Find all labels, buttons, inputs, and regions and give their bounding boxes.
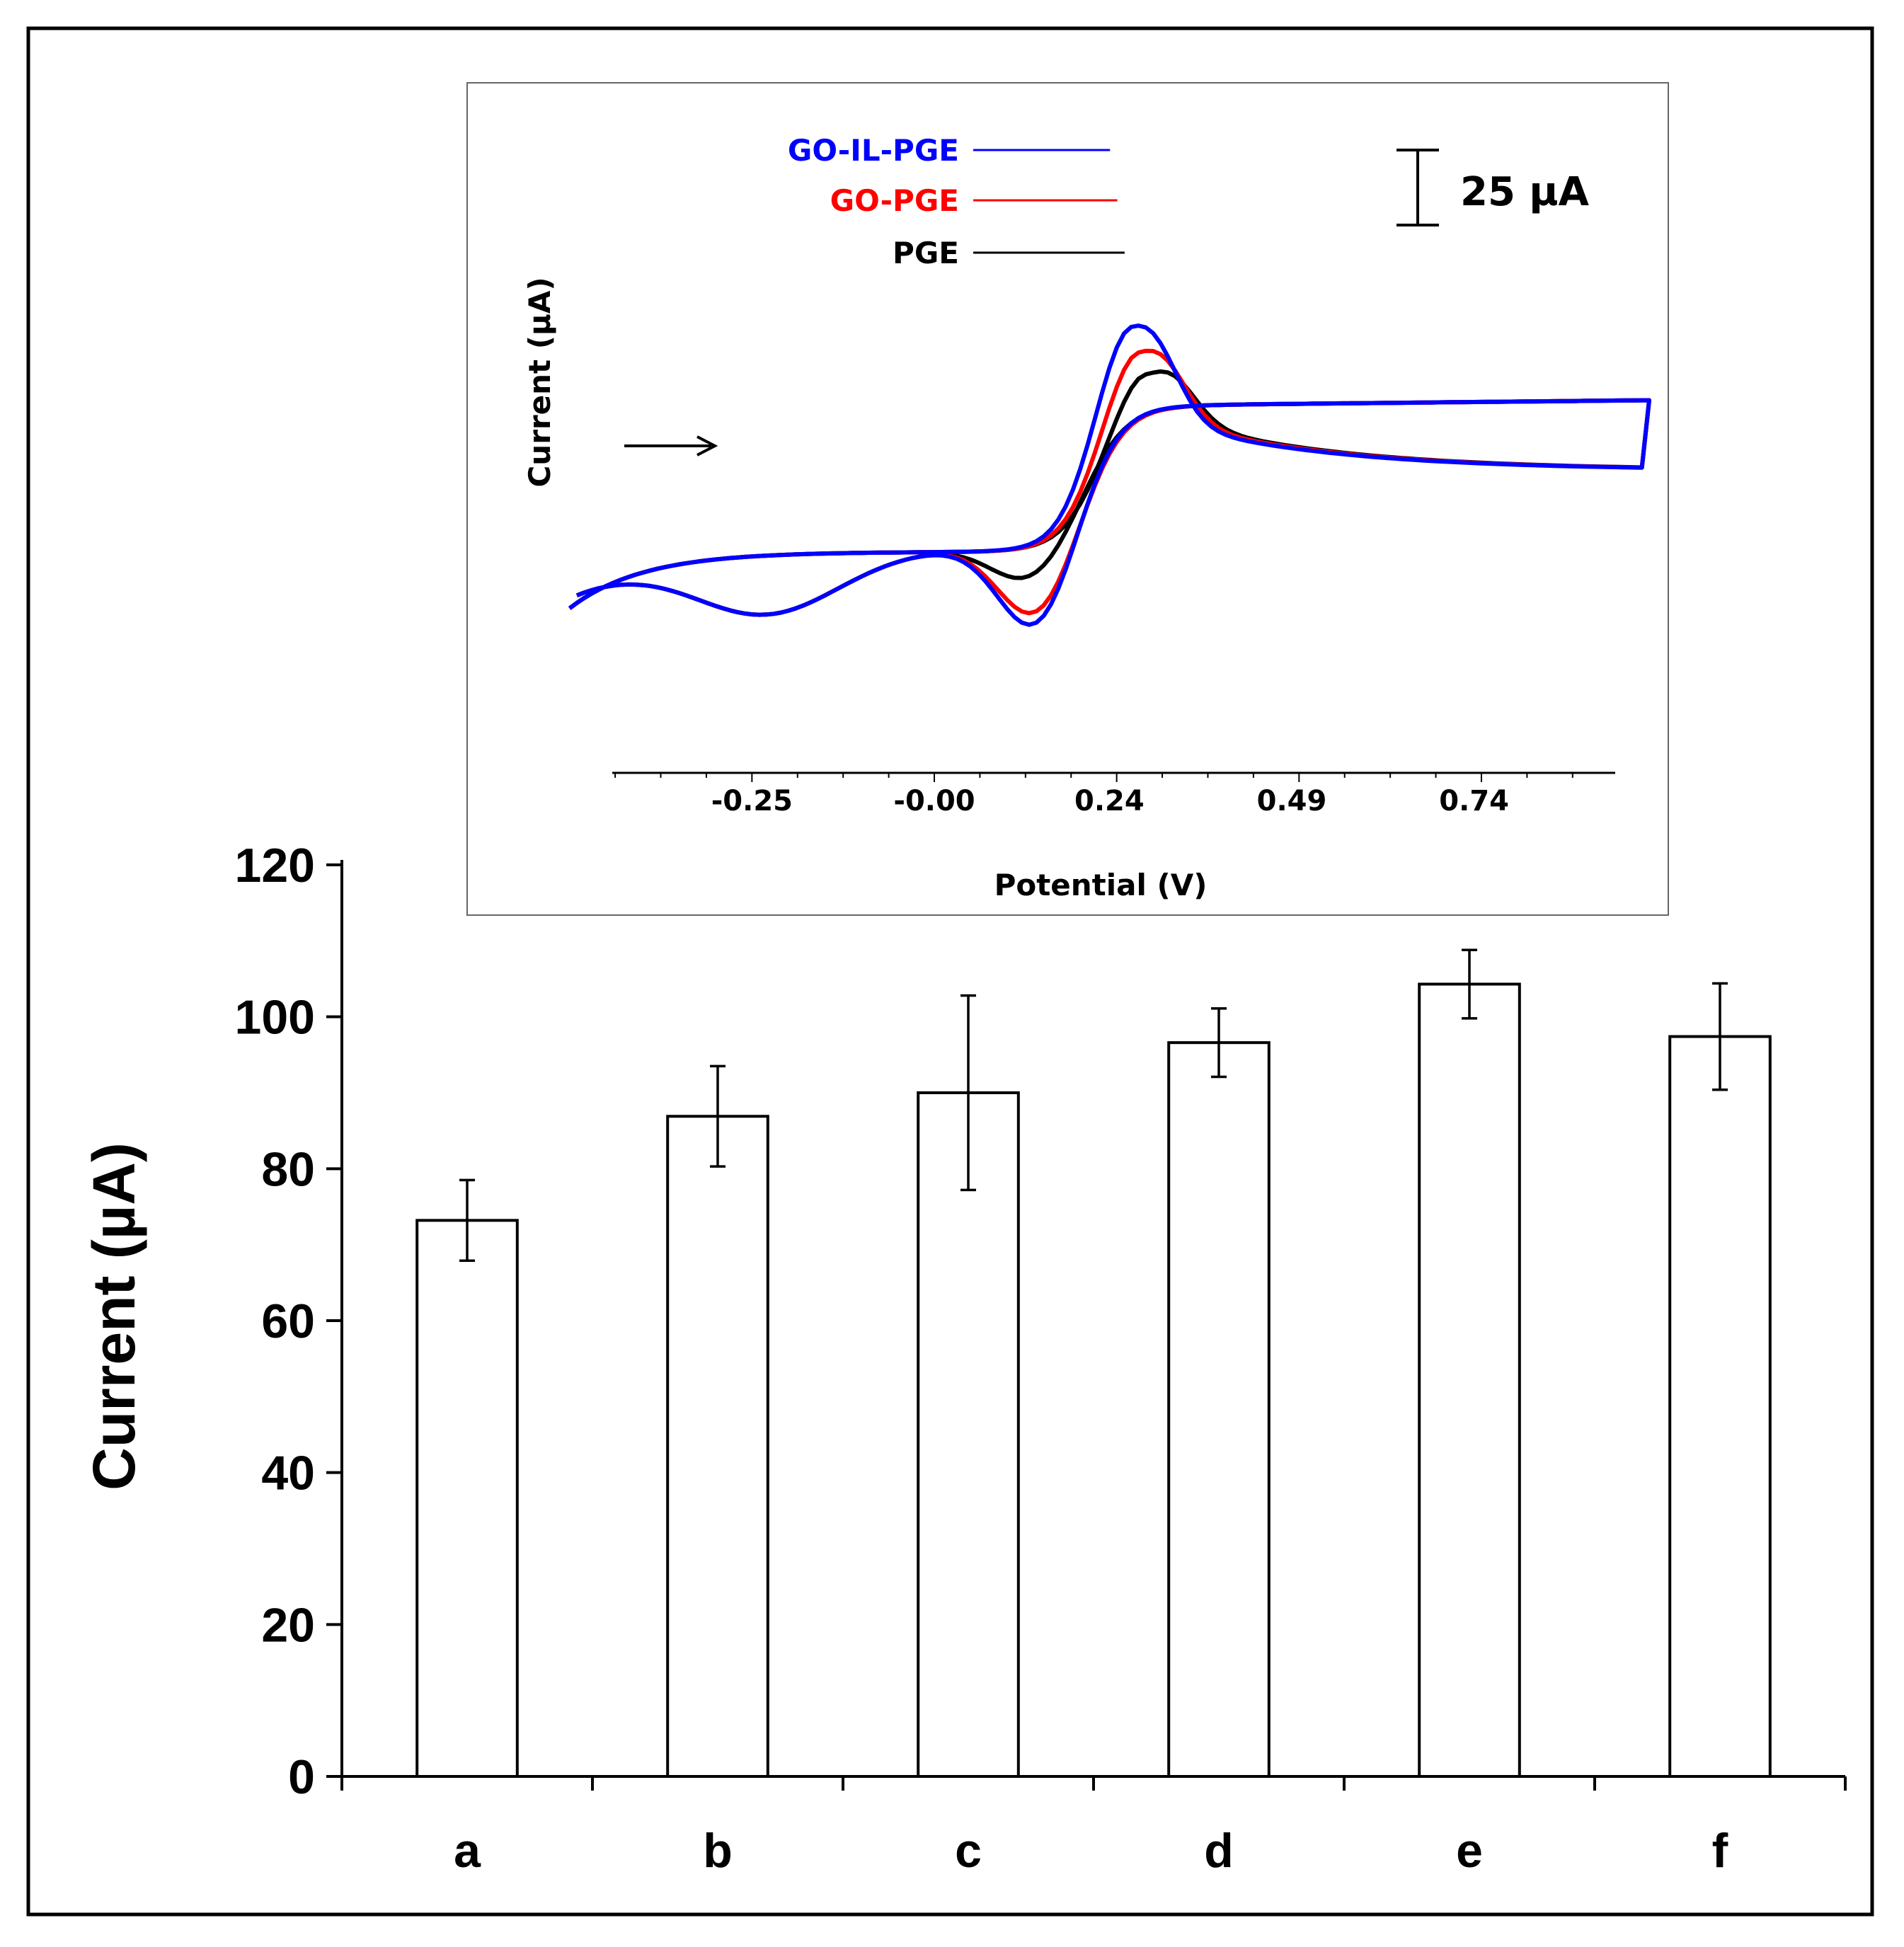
error-bar-f — [1712, 982, 1728, 1091]
error-bar-a — [459, 1178, 475, 1262]
x-category-label: b — [703, 1824, 733, 1878]
error-bar-e — [1462, 948, 1477, 1020]
inset-y-label: Current (µA) — [522, 277, 557, 487]
x-category-label: e — [1456, 1824, 1483, 1878]
bar-chart: 0 20 40 60 80 100 120 a b c d e f Current (µA) — [81, 839, 1847, 1878]
legend-label-go-pge: GO-PGE — [830, 183, 959, 218]
error-bar-c — [960, 994, 976, 1192]
y-tick-label: 60 — [261, 1294, 315, 1348]
x-category-label: c — [955, 1824, 982, 1878]
x-category-label: a — [454, 1824, 481, 1878]
x-category-label: f — [1712, 1824, 1728, 1878]
y-axis-label: Current (µA) — [81, 1142, 147, 1491]
cv-inset: -0.25 -0.00 0.24 0.49 0.74 Potential (V) Cur… — [466, 82, 1669, 916]
bar-f — [1668, 1035, 1772, 1778]
inset-x-tick-label: -0.00 — [893, 785, 975, 817]
y-tick-label: 80 — [261, 1142, 315, 1196]
inset-x-tick-label: 0.74 — [1439, 785, 1509, 817]
y-tick-label: 0 — [288, 1750, 315, 1804]
bar-d — [1167, 1041, 1271, 1778]
bar-b — [666, 1115, 769, 1778]
error-bar-b — [710, 1064, 726, 1168]
sweep-direction-arrow — [624, 435, 718, 456]
y-tick-label: 100 — [235, 991, 315, 1045]
y-tick-label: 20 — [261, 1598, 315, 1652]
legend-label-pge: PGE — [893, 236, 959, 270]
error-bar-d — [1211, 1007, 1227, 1079]
scale-bar-label: 25 µA — [1460, 169, 1590, 215]
inset-x-tick-label: -0.25 — [711, 785, 793, 817]
bar-a — [415, 1219, 519, 1778]
bar-e — [1418, 982, 1521, 1778]
cv-curve-go-il-pge — [568, 323, 1651, 627]
x-category-label: d — [1204, 1824, 1234, 1878]
inset-x-tick-label: 0.49 — [1257, 785, 1327, 817]
y-tick-label: 120 — [235, 839, 315, 892]
y-tick-label: 40 — [261, 1447, 315, 1500]
inset-x-tick-label: 0.24 — [1074, 785, 1145, 817]
inset-x-label: Potential (V) — [994, 868, 1208, 902]
legend-label-go-il-pge: GO-IL-PGE — [788, 133, 959, 168]
bar-c — [917, 1091, 1020, 1778]
scale-bar: 25 µA — [1397, 149, 1590, 226]
